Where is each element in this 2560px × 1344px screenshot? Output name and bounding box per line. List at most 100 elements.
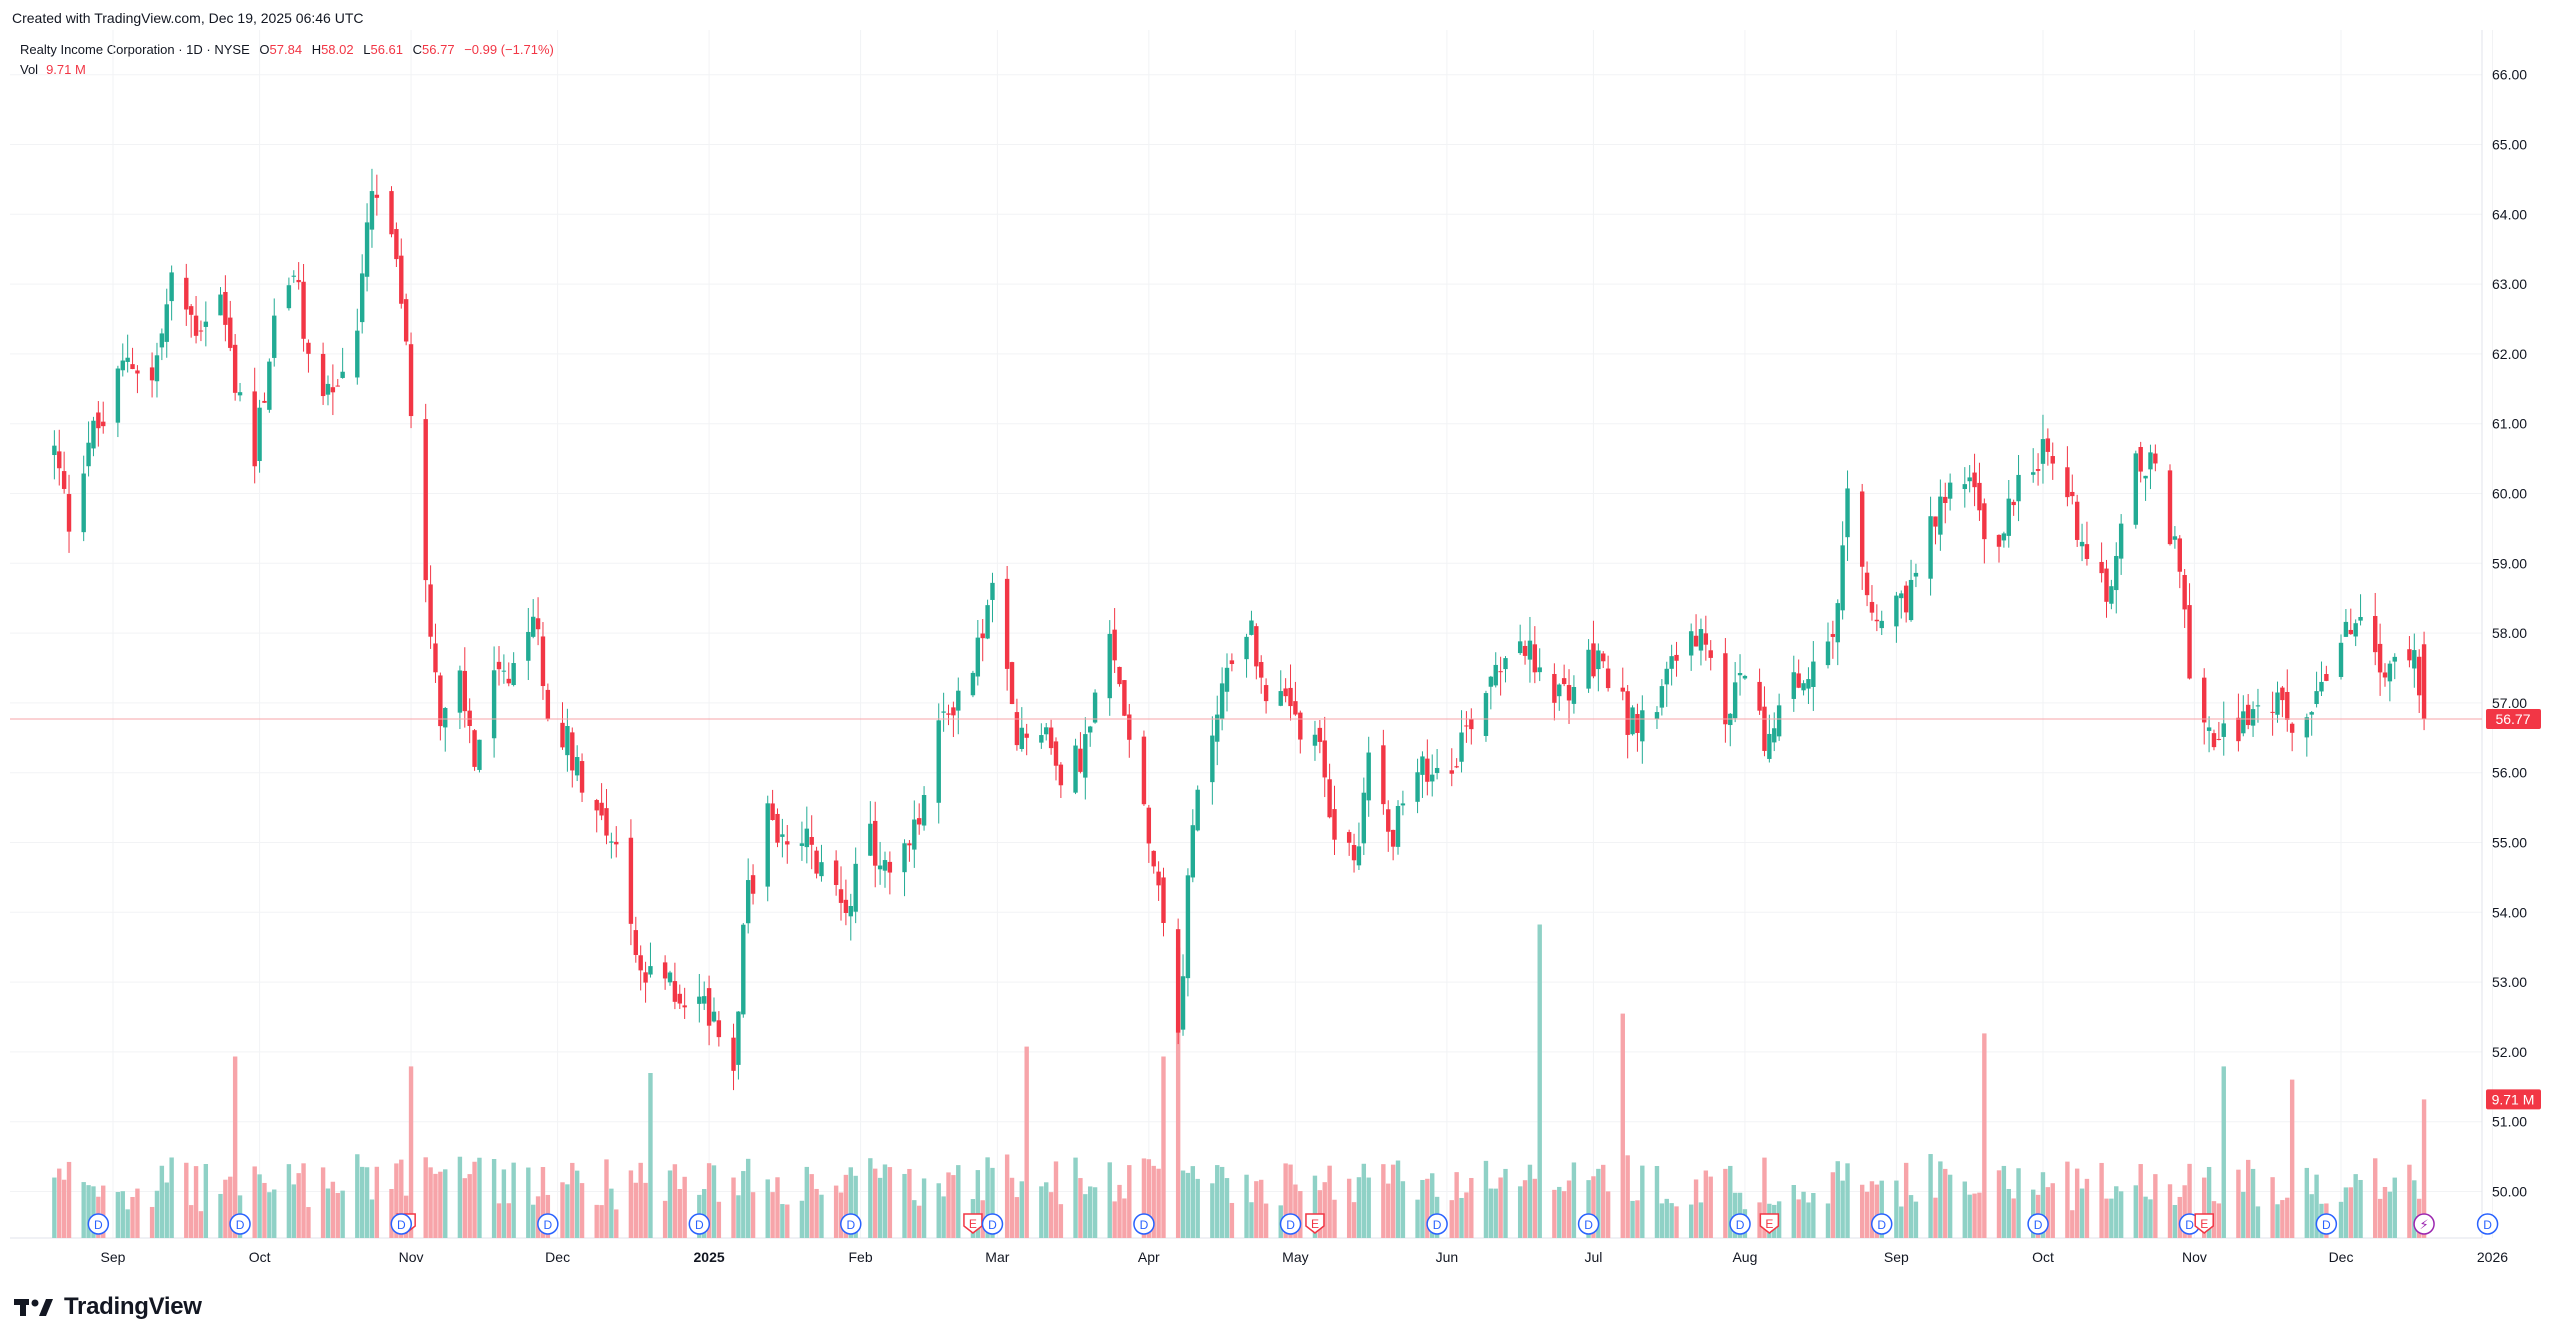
candle-body	[2241, 711, 2246, 734]
last-price-badge	[2486, 708, 2541, 729]
price-axis[interactable]: 66.00 65.00 64.00 63.00 62.00 61.00 60.00 59.00…	[2486, 67, 2541, 1200]
volume-bar	[2241, 1191, 2246, 1238]
volume-bar	[1552, 1189, 1557, 1238]
candle-body	[96, 412, 101, 429]
candle-body	[1263, 685, 1269, 702]
volume-bar	[799, 1200, 805, 1238]
candle-body	[2285, 691, 2290, 720]
volume-bar	[921, 1178, 927, 1238]
candle-body	[1938, 496, 1943, 535]
candle-body	[1053, 741, 1059, 766]
volume-bar	[1635, 1200, 1640, 1238]
candle-body	[2319, 681, 2324, 692]
volume-bar	[1561, 1191, 1567, 1238]
candle-body	[1498, 671, 1503, 673]
volume-bar	[438, 1171, 443, 1238]
volume-bar	[184, 1162, 189, 1238]
candle-body	[91, 420, 96, 449]
volume-bar	[506, 1203, 511, 1238]
volume-bar	[1669, 1203, 1674, 1238]
volume-bar	[2314, 1174, 2319, 1238]
volume-bar	[1053, 1161, 1059, 1238]
volume-bar	[232, 1056, 238, 1238]
time-axis[interactable]: Sep Oct Nov Dec 2025 Feb Mar Apr May Jun Jul Aug Sep…	[101, 1249, 2509, 1265]
candle-body	[1996, 534, 2002, 547]
dividend-marker-label: D	[1140, 1218, 1149, 1232]
volume-bar	[667, 1170, 673, 1238]
volume-bar	[61, 1179, 67, 1238]
volume-bar	[1366, 1177, 1371, 1238]
candle-body	[1943, 496, 1948, 504]
candle-body	[2275, 692, 2280, 715]
candle-body	[301, 281, 306, 339]
volume-bar	[257, 1174, 262, 1238]
tradingview-logo[interactable]: TradingView	[14, 1293, 202, 1321]
volume-bar	[296, 1173, 301, 1238]
dividend-marker-label: D	[2185, 1218, 2194, 1232]
candle-body	[1044, 727, 1049, 735]
price-chart[interactable]: DDEDDDDEDDDEDDDEDDDED⚡D 66.0065.0064.006…	[0, 0, 2560, 1290]
candle-body	[1161, 877, 1166, 923]
volume-bar	[1112, 1201, 1117, 1238]
candle-body	[2387, 663, 2393, 682]
y-tick-label: 59.00	[2492, 555, 2527, 571]
volume-bar	[765, 1179, 770, 1238]
volume-bar	[1708, 1176, 1713, 1238]
candle-body	[355, 330, 360, 378]
volume-bar	[2011, 1198, 2016, 1238]
volume-bar	[2138, 1164, 2143, 1238]
volume-bar	[809, 1174, 814, 1238]
volume-bar	[2392, 1177, 2397, 1238]
candle-body	[1420, 756, 1425, 775]
volume-bar	[1386, 1183, 1391, 1238]
candle-body	[2065, 467, 2070, 498]
dividend-marker	[1729, 1213, 1751, 1235]
volume-bar	[115, 1191, 121, 1238]
y-tick-label: 53.00	[2492, 974, 2527, 990]
candle-body	[2074, 501, 2080, 540]
candle-body	[2221, 723, 2226, 737]
candle-body	[1796, 673, 1801, 688]
candle-body	[1503, 658, 1508, 670]
volume-bar	[1259, 1179, 1264, 1238]
volume-bar	[540, 1167, 546, 1238]
event-markers[interactable]: DDEDDDDEDDDEDDDEDDDED⚡D	[87, 1213, 2499, 1235]
earnings-marker	[2194, 1213, 2214, 1234]
volume-bar	[2143, 1196, 2148, 1238]
volume-bar	[477, 1157, 482, 1238]
candle-body	[1571, 686, 1577, 704]
volume-bar	[169, 1157, 174, 1238]
candle-body	[1698, 629, 1704, 651]
candle-body	[2109, 586, 2114, 604]
candle-body	[1879, 620, 1884, 629]
volume-bar	[1503, 1168, 1508, 1238]
candle-body	[2392, 656, 2397, 662]
candle-body	[462, 670, 467, 712]
volume-bar	[980, 1200, 985, 1238]
volume-bar	[1962, 1181, 1967, 1238]
volume-bar	[604, 1159, 609, 1238]
candle-body	[1620, 687, 1625, 692]
candle-body	[579, 761, 585, 793]
candle-body	[970, 672, 976, 696]
volume-bar	[325, 1188, 331, 1238]
volume-bar	[628, 1170, 634, 1238]
candle-body	[2035, 469, 2041, 471]
candle-body	[2358, 616, 2363, 621]
candle-body	[61, 471, 67, 489]
volume-bar	[1332, 1199, 1337, 1238]
candle-body	[936, 720, 941, 803]
candle-body	[1757, 681, 1762, 711]
candle-body	[1527, 640, 1533, 660]
volume-bar	[1215, 1165, 1220, 1238]
candle-body	[57, 451, 62, 469]
candle-body	[1346, 832, 1352, 843]
y-tick-label: 57.00	[2492, 695, 2527, 711]
volume-bar	[2074, 1168, 2080, 1238]
candle-body	[286, 285, 292, 309]
volume-bar	[579, 1183, 585, 1238]
volume-bar	[838, 1192, 844, 1238]
volume-bar	[1928, 1154, 1933, 1238]
candle-body	[1669, 656, 1674, 669]
volume-bar	[1791, 1185, 1796, 1238]
